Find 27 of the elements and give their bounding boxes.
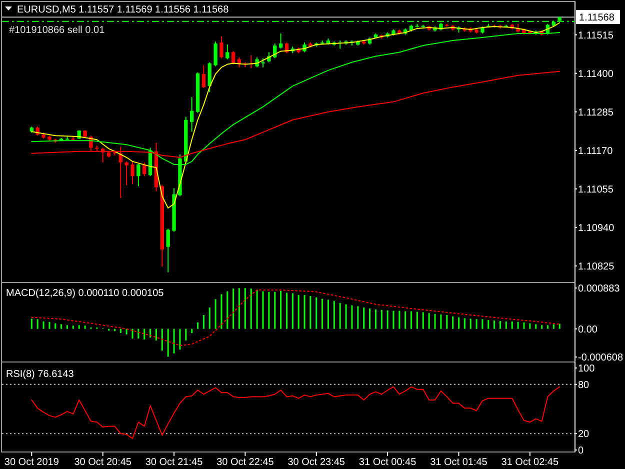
y-tick-label: 0.00 [578, 324, 598, 336]
x-tick-label: 31 Oct 00:45 [358, 457, 417, 468]
y-tick-label: 1.10825 [578, 262, 615, 273]
y-tick-label: -0.000608 [578, 352, 624, 364]
y-tick-label: 0.000883 [578, 284, 620, 295]
x-tick-label: 30 Oct 23:45 [288, 457, 346, 468]
y-tick-label: 1.10940 [578, 223, 615, 234]
ref-line-label: 1.11568 [579, 12, 615, 24]
x-tick-label: 30 Oct 2019 [4, 457, 60, 468]
y-tick-label: 80 [578, 380, 590, 391]
y-tick-label: 100 [578, 364, 596, 375]
x-tick-label: 31 Oct 01:45 [430, 457, 488, 468]
y-tick-label: 20 [578, 429, 590, 440]
y-tick-label: 1.11055 [578, 184, 614, 196]
x-tick-label: 30 Oct 20:45 [74, 457, 132, 468]
y-tick-label: 0 [578, 446, 584, 457]
chart-title: MACD(12,26,9) 0.000110 0.000105 [6, 288, 164, 299]
y-tick-label: 1.11400 [578, 68, 614, 80]
x-tick-label: 30 Oct 21:45 [145, 457, 204, 468]
y-tick-label: 1.11170 [578, 146, 614, 157]
ref-line-label: #101910866 sell 0.01 [9, 24, 106, 36]
y-tick-label: 1.11285 [578, 107, 614, 118]
x-tick-label: 31 Oct 02:45 [501, 457, 559, 468]
x-tick-label: 30 Oct 22:45 [216, 457, 274, 468]
chart-title: EURUSD,M5 1.11557 1.11569 1.11556 1.11568 [17, 4, 230, 16]
chart-title: RSI(8) 76.6143 [6, 369, 74, 380]
y-tick-label: 1.11515 [578, 30, 614, 42]
